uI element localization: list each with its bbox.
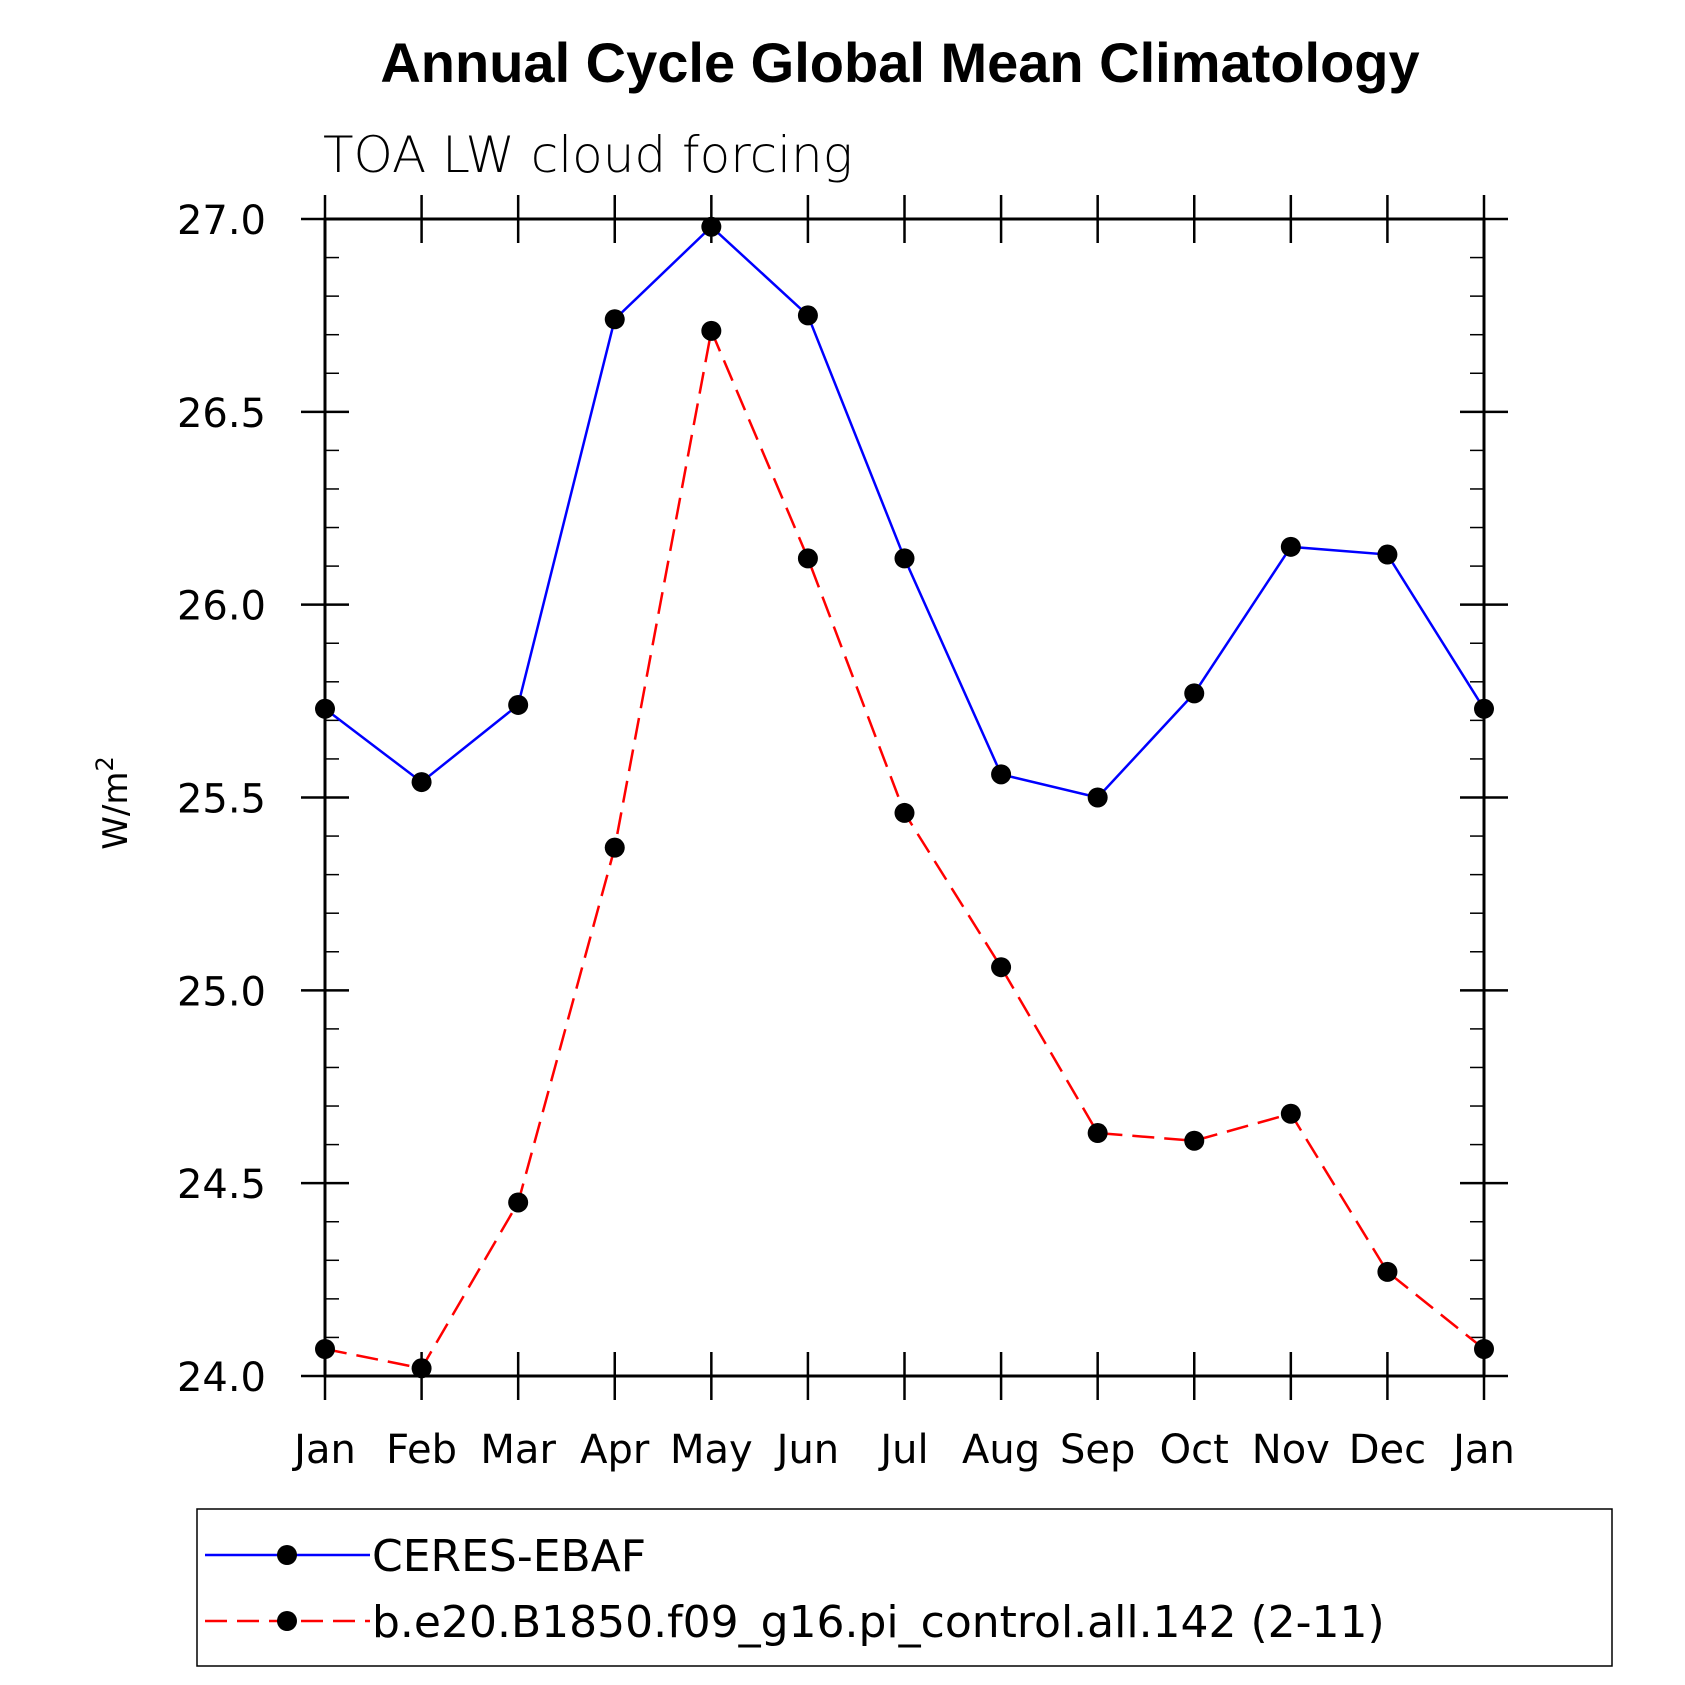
series-0-point [1377,544,1398,565]
legend-entries: CERES-EBAF b.e20.B1850.f09_g16.pi_control… [205,1531,1385,1648]
x-tick-label: Feb [386,1427,457,1473]
series-0-point [894,548,915,569]
x-tick-label: Jan [291,1427,356,1473]
y-axis-label-exponent: 2 [91,756,119,771]
y-axis-label: W/m2 [91,756,136,849]
x-tick-label: Jan [1450,1427,1515,1473]
y-tick-label: 24.0 [177,1355,266,1401]
y-tick-labels: 24.0 24.5 25.0 25.5 26.0 26.5 27.0 [177,198,266,1401]
legend-label-1: b.e20.B1850.f09_g16.pi_control.all.142 (… [372,1597,1385,1648]
legend-marker-0 [277,1545,297,1565]
y-tick-label: 27.0 [177,198,266,244]
y-tick-label: 26.5 [177,391,266,437]
series-1-point [1280,1103,1301,1124]
x-tick-label: Apr [580,1427,650,1473]
plot-frame [323,217,1486,1378]
series-0-point [508,694,529,715]
y-tick-label: 25.0 [177,969,266,1015]
series-0-point [1280,536,1301,557]
legend: CERES-EBAF b.e20.B1850.f09_g16.pi_control… [196,1508,1613,1667]
x-tick-label: Nov [1252,1427,1330,1473]
series-1-point [604,837,625,858]
legend-marker-1 [277,1611,297,1631]
y-tick-label: 26.0 [177,584,266,630]
series-1-point [991,957,1012,978]
x-tick-labels: Jan Feb Mar Apr May Jun Jul Aug Sep Oct Nov Dec Jan [291,1427,1515,1473]
chart-subtitle: TOA LW cloud forcing [323,126,853,184]
axis-ticks [301,195,1508,1400]
series-1-point [894,802,915,823]
chart-title: Annual Cycle Global Mean Climatology [380,31,1419,94]
series-0-point [1087,787,1108,808]
series-line-0 [324,224,1486,799]
y-tick-label: 24.5 [177,1162,266,1208]
series-layer [315,216,1494,1379]
series-line-1 [324,326,1485,1370]
y-axis-label-unit: W/m [96,772,136,850]
series-0-point [1184,683,1205,704]
x-tick-label: Oct [1160,1427,1229,1473]
series-1-point [411,1358,432,1379]
x-tick-label: Jun [774,1427,840,1473]
legend-box [196,1508,1613,1667]
legend-label-0: CERES-EBAF [372,1531,646,1582]
series-1-point [1184,1130,1205,1151]
series-0-point [797,305,818,326]
series-0-point [604,309,625,330]
series-0-point [991,764,1012,785]
x-tick-label: Dec [1349,1427,1426,1473]
series-1-point [701,320,722,341]
y-tick-label: 25.5 [177,777,266,823]
series-1-point [1377,1261,1398,1282]
series-1-point [797,548,818,569]
x-tick-label: May [670,1427,753,1473]
x-tick-label: Mar [480,1427,556,1473]
series-1-point [508,1192,529,1213]
x-tick-label: Sep [1060,1427,1135,1473]
series-0-point [411,772,432,793]
x-tick-label: Aug [962,1427,1040,1473]
series-0-point [701,216,722,237]
x-tick-label: Jul [877,1427,928,1473]
series-1-point [1087,1123,1108,1144]
